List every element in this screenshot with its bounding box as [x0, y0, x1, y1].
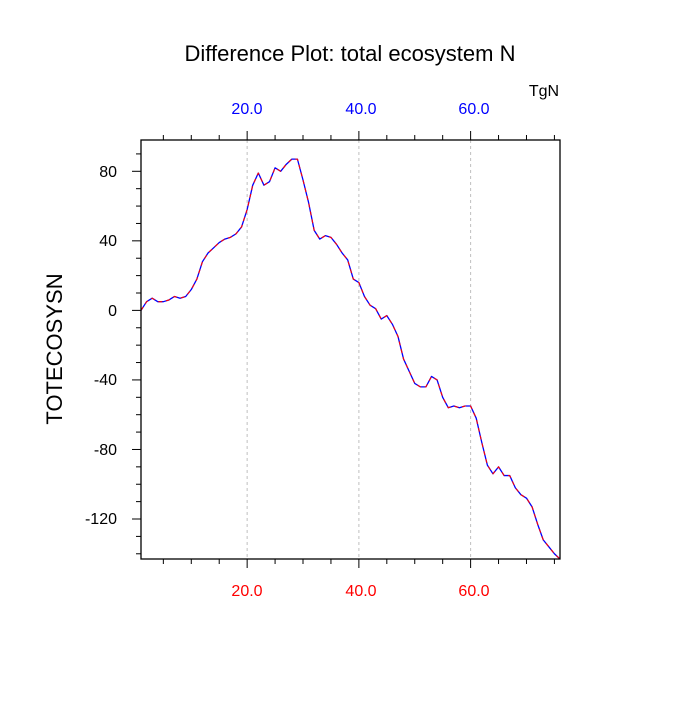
y-tick-label-neg80: -80 — [94, 442, 117, 459]
grid-lines — [246, 140, 472, 559]
y-tick-label-0: 0 — [108, 303, 117, 320]
y-tick-label-neg120: -120 — [85, 511, 117, 528]
top-x-tick-label-20: 20.0 — [231, 101, 262, 118]
units-label: TgN — [529, 83, 559, 100]
bottom-x-tick-label-60: 60.0 — [458, 583, 489, 600]
top-x-tick-label-40: 40.0 — [345, 101, 376, 118]
axis-ticks — [132, 131, 555, 568]
axis-tick-labels: 20.0 40.0 60.0 20.0 40.0 60.0 80 40 0 -4… — [85, 101, 490, 600]
chart-title: Difference Plot: total ecosystem N — [185, 41, 516, 66]
top-x-tick-label-60: 60.0 — [458, 101, 489, 118]
plot-frame — [140, 139, 561, 560]
series-line-overlay — [140, 158, 561, 560]
data-series — [140, 158, 561, 560]
y-axis-label: TOTECOSYSN — [42, 273, 67, 424]
bottom-x-tick-label-20: 20.0 — [231, 583, 262, 600]
y-tick-label-neg40: -40 — [94, 372, 117, 389]
bottom-x-tick-label-40: 40.0 — [345, 583, 376, 600]
y-tick-label-40: 40 — [99, 233, 117, 250]
y-tick-label-80: 80 — [99, 164, 117, 181]
